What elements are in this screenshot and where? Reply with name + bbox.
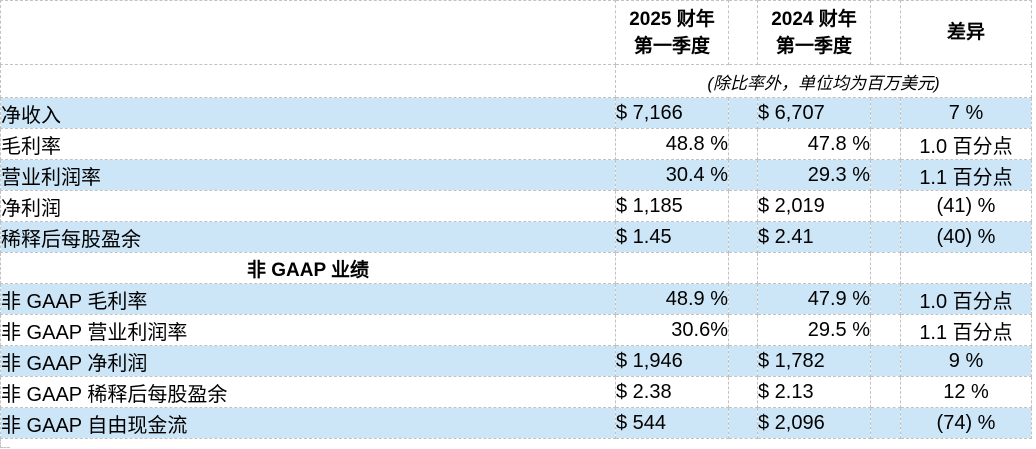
spacer-cell [728, 345, 758, 377]
table-row-gross-margin: 毛利率 48.8 % 47.8 % 1.0 百分点 [0, 128, 1032, 160]
table-row-non-gaap-operating-margin: 非 GAAP 营业利润率 30.6% 29.5 % 1.1 百分点 [0, 314, 1032, 346]
value-difference: (41) % [900, 190, 1032, 222]
spacer-cell [870, 345, 901, 377]
row-label: 营业利润率 [0, 159, 616, 191]
value-fy2024: $ 6,707 [757, 97, 871, 129]
spacer-cell [728, 407, 758, 439]
spacer-cell [870, 190, 901, 222]
value-fy2024: $ 2,096 [757, 407, 871, 439]
spacer-cell [728, 314, 758, 346]
spacer-cell [728, 376, 758, 408]
column-header-difference: 差异 [900, 0, 1032, 65]
value-fy2025: $ 1.45 [615, 221, 729, 253]
value-difference: 1.0 百分点 [900, 128, 1032, 160]
row-label-header [0, 0, 616, 65]
spacer-cell [728, 97, 758, 129]
value-fy2025: 30.6% [615, 314, 729, 346]
value-fy2024: 29.5 % [757, 314, 871, 346]
column-header-fy2024-q1: 2024 财年 第一季度 [757, 0, 871, 65]
spacer-cell [870, 159, 901, 191]
value-difference: 12 % [900, 376, 1032, 408]
row-label: 净收入 [0, 97, 616, 129]
value-fy2024: 29.3 % [757, 159, 871, 191]
spacer-cell [870, 97, 901, 129]
spacer-cell [870, 0, 901, 65]
value-fy2025: $ 544 [615, 407, 729, 439]
value-fy2025: $ 1,185 [615, 190, 729, 222]
spacer-cell [728, 128, 758, 160]
spacer-cell [728, 252, 758, 284]
spacer-cell [728, 221, 758, 253]
spacer-cell [728, 159, 758, 191]
spacer-cell [870, 283, 901, 315]
spacer-cell [870, 376, 901, 408]
table-row-net-income: 净利润 $ 1,185 $ 2,019 (41) % [0, 190, 1032, 222]
value-fy2025: 48.8 % [615, 128, 729, 160]
value-fy2024: $ 2.41 [757, 221, 871, 253]
spacer-cell [728, 190, 758, 222]
spacer-cell [728, 0, 758, 65]
value-fy2024: 47.9 % [757, 283, 871, 315]
spacer-cell [870, 252, 901, 284]
value-fy2025: $ 1,946 [615, 345, 729, 377]
value-fy2024: $ 2,019 [757, 190, 871, 222]
financial-results-table: 2025 财年 第一季度 2024 财年 第一季度 差异 (除比率外，单位均为百… [0, 0, 1032, 439]
gridline-corner-artifact [0, 438, 10, 448]
row-label: 非 GAAP 营业利润率 [0, 314, 616, 346]
value-difference: 1.0 百分点 [900, 283, 1032, 315]
value-fy2024: 47.8 % [757, 128, 871, 160]
row-label: 净利润 [0, 190, 616, 222]
table-header-row: 2025 财年 第一季度 2024 财年 第一季度 差异 [0, 0, 1032, 65]
table-row-non-gaap-gross-margin: 非 GAAP 毛利率 48.9 % 47.9 % 1.0 百分点 [0, 283, 1032, 315]
value-fy2025: 30.4 % [615, 159, 729, 191]
row-label: 非 GAAP 毛利率 [0, 283, 616, 315]
empty-cell [615, 252, 729, 284]
table-row-non-gaap-diluted-eps: 非 GAAP 稀释后每股盈余 $ 2.38 $ 2.13 12 % [0, 376, 1032, 408]
row-label: 非 GAAP 稀释后每股盈余 [0, 376, 616, 408]
section-header-non-gaap: 非 GAAP 业绩 [0, 252, 616, 284]
spacer-cell [870, 128, 901, 160]
table-row-operating-margin: 营业利润率 30.4 % 29.3 % 1.1 百分点 [0, 159, 1032, 191]
value-difference: 9 % [900, 345, 1032, 377]
spacer-cell [870, 221, 901, 253]
row-label: 毛利率 [0, 128, 616, 160]
value-difference: 7 % [900, 97, 1032, 129]
value-difference: 1.1 百分点 [900, 314, 1032, 346]
value-difference: (40) % [900, 221, 1032, 253]
value-fy2025: $ 7,166 [615, 97, 729, 129]
value-fy2025: $ 2.38 [615, 376, 729, 408]
row-label: 非 GAAP 净利润 [0, 345, 616, 377]
spacer-cell [728, 283, 758, 315]
empty-cell [0, 64, 616, 98]
value-difference: (74) % [900, 407, 1032, 439]
units-note: (除比率外，单位均为百万美元) [615, 64, 1032, 98]
units-note-row: (除比率外，单位均为百万美元) [0, 64, 1032, 98]
column-header-fy2025-q1: 2025 财年 第一季度 [615, 0, 729, 65]
empty-cell [757, 252, 871, 284]
table-row-diluted-eps: 稀释后每股盈余 $ 1.45 $ 2.41 (40) % [0, 221, 1032, 253]
row-label: 稀释后每股盈余 [0, 221, 616, 253]
value-fy2025: 48.9 % [615, 283, 729, 315]
empty-cell [900, 252, 1032, 284]
table-row-non-gaap-net-income: 非 GAAP 净利润 $ 1,946 $ 1,782 9 % [0, 345, 1032, 377]
spacer-cell [870, 407, 901, 439]
value-fy2024: $ 1,782 [757, 345, 871, 377]
section-header-row-non-gaap: 非 GAAP 业绩 [0, 252, 1032, 284]
value-difference: 1.1 百分点 [900, 159, 1032, 191]
value-fy2024: $ 2.13 [757, 376, 871, 408]
table-row-non-gaap-free-cash-flow: 非 GAAP 自由现金流 $ 544 $ 2,096 (74) % [0, 407, 1032, 439]
row-label: 非 GAAP 自由现金流 [0, 407, 616, 439]
spacer-cell [870, 314, 901, 346]
table-row-net-revenue: 净收入 $ 7,166 $ 6,707 7 % [0, 97, 1032, 129]
